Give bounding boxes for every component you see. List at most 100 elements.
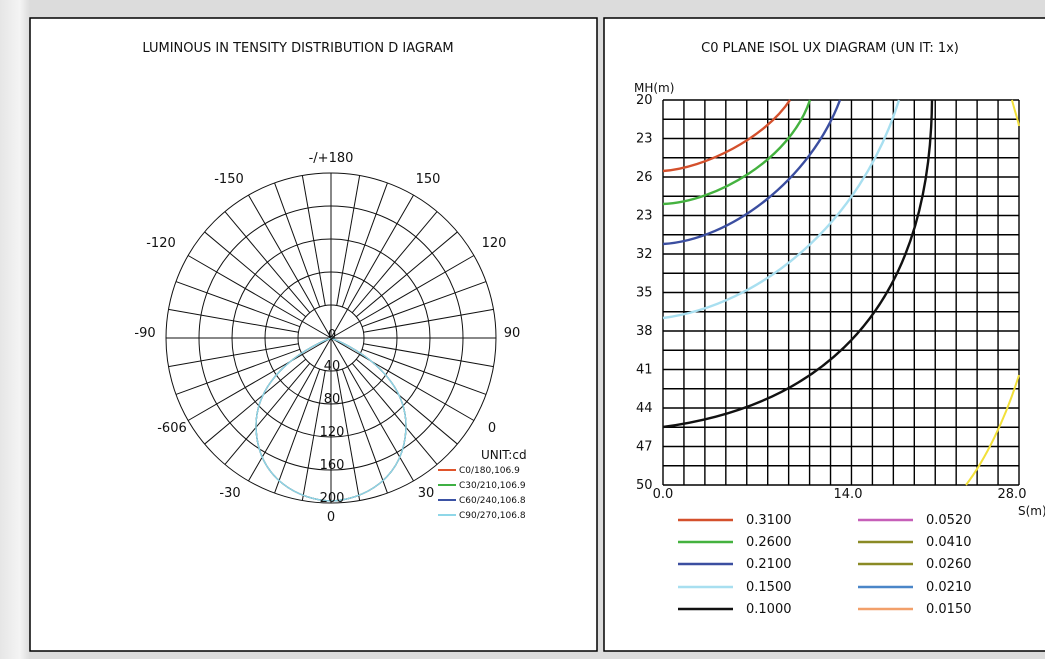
polar-spoke xyxy=(336,175,361,306)
radial-label-80: 80 xyxy=(324,392,341,407)
isolux-legend-3: 0.2100 xyxy=(746,557,792,572)
radial-label-160: 160 xyxy=(320,458,345,473)
polar-spoke xyxy=(355,358,458,445)
polar-spoke xyxy=(336,370,361,501)
polar-spoke xyxy=(248,194,332,339)
polar-spoke xyxy=(330,194,414,339)
polar-curve-3 xyxy=(255,337,407,502)
polar-spoke xyxy=(274,368,321,494)
isolux-legend-4: 0.1500 xyxy=(746,580,792,595)
isolux-curve-yellow-top xyxy=(1011,99,1020,127)
polar-legend-c30: C30/210,106.9 xyxy=(459,481,526,491)
polar-spoke xyxy=(330,337,475,421)
polar-spoke xyxy=(351,211,438,314)
polar-spoke xyxy=(224,362,311,465)
isolux-legend-2: 0.2600 xyxy=(746,535,792,550)
polar-spoke xyxy=(301,175,326,306)
isolux-curve-1 xyxy=(662,99,792,173)
isolux-tick-labels: 20 23 26 23 32 35 38 41 44 47 500.0 14.0 28.0 xyxy=(636,93,1026,502)
isolux-legend: 0.3100 0.2600 0.2100 0.1500 0.1000 0.052… xyxy=(678,513,972,617)
radial-label-40: 40 xyxy=(324,359,341,374)
isolux-x-axis-label: S(m) xyxy=(1018,504,1045,518)
polar-curves xyxy=(255,337,407,502)
isolux-y-tick: 41 xyxy=(636,363,653,378)
polar-legend-c60: C60/240,106.8 xyxy=(459,496,526,506)
isolux-legend-1: 0.3100 xyxy=(746,513,792,528)
polar-legend-c90: C90/270,106.8 xyxy=(459,511,526,521)
polar-spoke xyxy=(168,308,299,333)
polar-spoke xyxy=(361,281,487,328)
isolux-x-tick: 0.0 xyxy=(653,487,674,502)
isolux-legend-5: 0.1000 xyxy=(746,602,792,617)
polar-spoke xyxy=(187,255,332,339)
isolux-x-tick: 14.0 xyxy=(834,487,863,502)
isolux-y-tick: 44 xyxy=(636,401,653,416)
angle-label-top: -/+180 xyxy=(309,151,354,166)
angle-label-bottom: 0 xyxy=(327,510,335,525)
radial-label-0: 0 xyxy=(328,328,336,343)
angle-label-neg30: -30 xyxy=(219,486,240,501)
polar-unit: UNIT:cd xyxy=(481,448,527,462)
angle-label-neg60: -606 xyxy=(157,421,187,436)
polar-spoke xyxy=(363,308,494,333)
polar-spoke xyxy=(351,362,438,465)
polar-angle-labels: -/+180 -150 150 -120 120 -90 90 -606 0 -… xyxy=(134,151,520,525)
polar-grid xyxy=(165,172,497,504)
isolux-legend-8: 0.0260 xyxy=(926,557,972,572)
polar-spoke xyxy=(341,368,388,494)
polar-spoke xyxy=(363,343,494,368)
isolux-y-tick: 23 xyxy=(636,132,653,147)
isolux-x-tick: 28.0 xyxy=(998,487,1027,502)
isolux-y-tick: 47 xyxy=(636,440,653,455)
polar-spoke xyxy=(175,281,301,328)
polar-panel xyxy=(29,17,598,652)
polar-spoke xyxy=(330,255,475,339)
angle-label-neg150: -150 xyxy=(214,172,244,187)
polar-spoke xyxy=(204,231,307,318)
angle-label-120: 120 xyxy=(482,236,507,251)
angle-label-90: 90 xyxy=(504,326,521,341)
polar-legend: C0/180,106.9 C30/210,106.9 C60/240,106.8… xyxy=(438,466,526,521)
polar-spoke xyxy=(361,348,487,395)
isolux-curve-5 xyxy=(662,99,934,429)
isolux-curve-4 xyxy=(662,99,901,320)
isolux-y-tick: 23 xyxy=(636,209,653,224)
polar-spoke xyxy=(301,370,326,501)
isolux-y-tick: 26 xyxy=(636,170,653,185)
polar-spoke xyxy=(224,211,311,314)
isolux-title: C0 PLANE ISOL UX DIAGRAM (UN IT: 1x) xyxy=(701,41,959,56)
isolux-y-axis-label: MH(m) xyxy=(634,81,674,95)
polar-spoke xyxy=(168,343,299,368)
isolux-legend-7: 0.0410 xyxy=(926,535,972,550)
polar-spoke xyxy=(204,358,307,445)
angle-label-neg90: -90 xyxy=(134,326,155,341)
polar-radial-labels: 0 40 80 120 160 200 xyxy=(320,328,345,506)
angle-label-0-right: 0 xyxy=(488,421,496,436)
polar-spoke xyxy=(175,348,301,395)
polar-spoke xyxy=(355,231,458,318)
isolux-y-tick: 38 xyxy=(636,324,653,339)
angle-label-150: 150 xyxy=(416,172,441,187)
polar-spoke xyxy=(341,182,388,308)
polar-legend-c0: C0/180,106.9 xyxy=(459,466,520,476)
isolux-grid xyxy=(662,99,1020,486)
isolux-curve-2 xyxy=(662,99,812,206)
polar-title: LUMINOUS IN TENSITY DISTRIBUTION D IAGRA… xyxy=(142,41,453,56)
angle-label-neg120: -120 xyxy=(146,236,176,251)
isolux-y-tick: 32 xyxy=(636,247,653,262)
isolux-legend-9: 0.0210 xyxy=(926,580,972,595)
isolux-y-tick: 20 xyxy=(636,93,653,108)
angle-label-30: 30 xyxy=(418,486,435,501)
isolux-curve-yellow-bottom xyxy=(965,374,1020,486)
isolux-legend-10: 0.0150 xyxy=(926,602,972,617)
radial-label-120: 120 xyxy=(320,425,345,440)
isolux-y-tick: 50 xyxy=(636,478,653,493)
isolux-legend-6: 0.0520 xyxy=(926,513,972,528)
radial-label-200: 200 xyxy=(320,491,345,506)
isolux-curves xyxy=(662,99,1020,486)
isolux-panel xyxy=(603,17,1045,652)
isolux-y-tick: 35 xyxy=(636,286,653,301)
isolux-curve-3 xyxy=(662,99,842,246)
polar-spoke xyxy=(187,337,332,421)
